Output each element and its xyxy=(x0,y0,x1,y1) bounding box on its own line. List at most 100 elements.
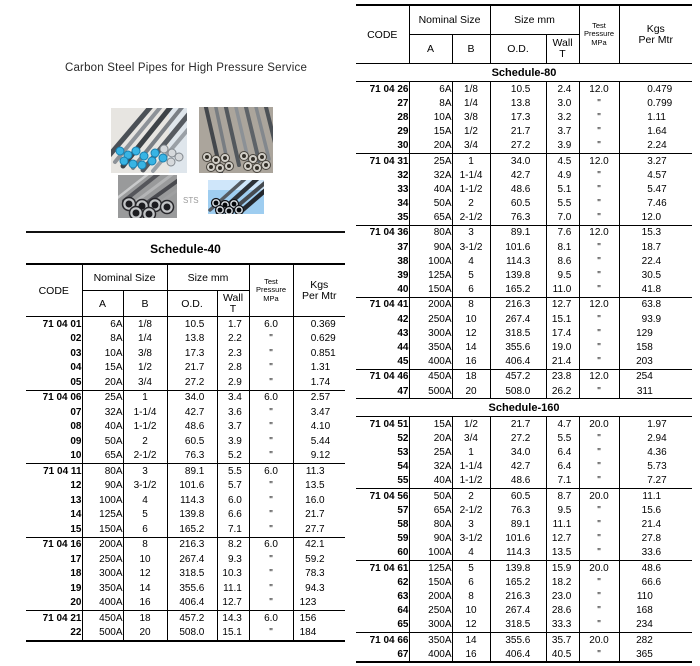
cell-b: 3/4 xyxy=(451,431,491,446)
cell-wall: 5.5 xyxy=(545,196,580,211)
cell-kgs: 234 xyxy=(618,617,693,633)
cell-od: 89.1 xyxy=(166,463,218,479)
cell-test: 6.0 xyxy=(248,389,294,405)
table-row: 17 250A 10 267.4 9.3 " 59.2 xyxy=(26,552,346,567)
table-row: 71 04 26 6A 1/8 10.5 2.4 12.0 0.479 xyxy=(356,81,693,97)
cell-a: 200A xyxy=(408,589,452,604)
cell-b: 3/8 xyxy=(451,110,491,125)
table-row: 71 04 46 450A 18 457.2 23.8 12.0 254 xyxy=(356,368,693,384)
cell-a: 25A xyxy=(408,445,452,460)
cell-code: 34 xyxy=(397,198,409,210)
cell-code: 04 xyxy=(70,362,82,374)
cell-wall: 6.4 xyxy=(545,459,580,474)
cell-test: " xyxy=(578,110,620,125)
cell-od: 101.6 xyxy=(166,478,218,493)
cell-code: 03 xyxy=(70,347,82,359)
cell-test: " xyxy=(578,240,620,255)
table-row: 12 90A 3-1/2 101.6 5.7 " 13.5 xyxy=(26,478,346,493)
cell-test: " xyxy=(578,268,620,283)
cell-b: 1/2 xyxy=(122,360,168,375)
cell-kgs: 66.6 xyxy=(618,575,693,590)
cell-wall: 3.6 xyxy=(216,405,250,420)
cell-test: 6.0 xyxy=(248,536,294,552)
cell-wall: 12.7 xyxy=(216,595,250,611)
col-header-od: O.D. xyxy=(489,34,547,64)
cell-code: 14 xyxy=(70,509,82,521)
col-header-b: B xyxy=(122,290,168,317)
cell-test: " xyxy=(248,434,294,449)
cell-b: 12 xyxy=(451,326,491,341)
table-row: 35 65A 2-1/2 76.3 7.0 " 12.0 xyxy=(356,210,693,226)
cell-kgs: 0.369 xyxy=(292,316,346,332)
cell-wall: 4.9 xyxy=(545,168,580,183)
cell-b: 18 xyxy=(451,368,491,384)
table-row: 09 50A 2 60.5 3.9 " 5.44 xyxy=(26,434,346,449)
cell-wall: 9.5 xyxy=(545,503,580,518)
cell-od: 267.4 xyxy=(489,312,547,327)
cell-b: 1/8 xyxy=(122,316,168,332)
cell-od: 165.2 xyxy=(166,522,218,537)
cell-a: 500A xyxy=(408,383,452,399)
cell-code: 27 xyxy=(397,97,409,109)
cell-code: 71 04 41 xyxy=(356,296,409,312)
cell-b: 3 xyxy=(122,463,168,479)
cell-kgs: 4.57 xyxy=(618,168,693,183)
cell-b: 1 xyxy=(122,389,168,405)
cell-wall: 10.3 xyxy=(216,566,250,581)
cell-wall: 7.1 xyxy=(216,522,250,537)
cell-od: 10.5 xyxy=(489,81,547,97)
cell-code: 54 xyxy=(397,461,409,473)
cell-b: 2-1/2 xyxy=(451,210,491,226)
cell-test: " xyxy=(578,340,620,355)
cell-b: 3-1/2 xyxy=(122,478,168,493)
cell-test: " xyxy=(248,625,294,641)
cell-test: " xyxy=(578,312,620,327)
cell-code: 71 04 26 xyxy=(356,81,409,97)
cell-kgs: 7.46 xyxy=(618,196,693,211)
cell-kgs: 63.8 xyxy=(618,296,693,312)
table-row: 38 100A 4 114.3 8.6 " 22.4 xyxy=(356,254,693,269)
cell-test: " xyxy=(248,419,294,434)
cell-a: 32A xyxy=(408,168,452,183)
table-row: 58 80A 3 89.1 11.1 " 21.4 xyxy=(356,517,693,532)
cell-test: 12.0 xyxy=(578,296,620,312)
table-row: 71 04 41 200A 8 216.3 12.7 12.0 63.8 xyxy=(356,296,693,312)
cell-code: 71 04 51 xyxy=(356,416,409,432)
cell-od: 216.3 xyxy=(489,589,547,604)
cell-test: " xyxy=(248,566,294,581)
cell-test: 12.0 xyxy=(578,368,620,384)
cell-a: 25A xyxy=(81,389,123,405)
cell-wall: 9.5 xyxy=(545,268,580,283)
cell-kgs: 22.4 xyxy=(618,254,693,269)
cell-a: 6A xyxy=(408,81,452,97)
cell-od: 101.6 xyxy=(489,531,547,546)
cell-code: 57 xyxy=(397,504,409,516)
cell-test: " xyxy=(578,503,620,518)
cell-wall: 8.2 xyxy=(216,536,250,552)
cell-od: 34.0 xyxy=(489,445,547,460)
cell-b: 6 xyxy=(451,282,491,298)
cell-test: " xyxy=(578,647,620,663)
cell-od: 406.4 xyxy=(489,354,547,370)
cell-test: 12.0 xyxy=(578,224,620,241)
cell-b: 1 xyxy=(451,152,491,169)
cell-od: 76.3 xyxy=(489,210,547,226)
cell-od: 34.0 xyxy=(489,152,547,169)
cell-test: " xyxy=(248,507,294,522)
cell-code: 65 xyxy=(397,619,409,631)
cell-od: 406.4 xyxy=(166,595,218,611)
cell-wall: 21.4 xyxy=(545,354,580,370)
col-header-wall-t: Wall T xyxy=(545,34,580,64)
cell-a: 90A xyxy=(408,240,452,255)
cell-wall: 1.7 xyxy=(216,316,250,332)
cell-test: " xyxy=(248,595,294,611)
cell-a: 50A xyxy=(81,434,123,449)
col-header-wall-t: Wall T xyxy=(216,290,250,317)
cell-b: 10 xyxy=(122,552,168,567)
cell-test: " xyxy=(578,617,620,633)
cell-wall: 6.0 xyxy=(216,493,250,508)
table-row: 64 250A 10 267.4 28.6 " 168 xyxy=(356,603,693,618)
cell-b: 1 xyxy=(451,445,491,460)
cell-a: 300A xyxy=(81,566,123,581)
